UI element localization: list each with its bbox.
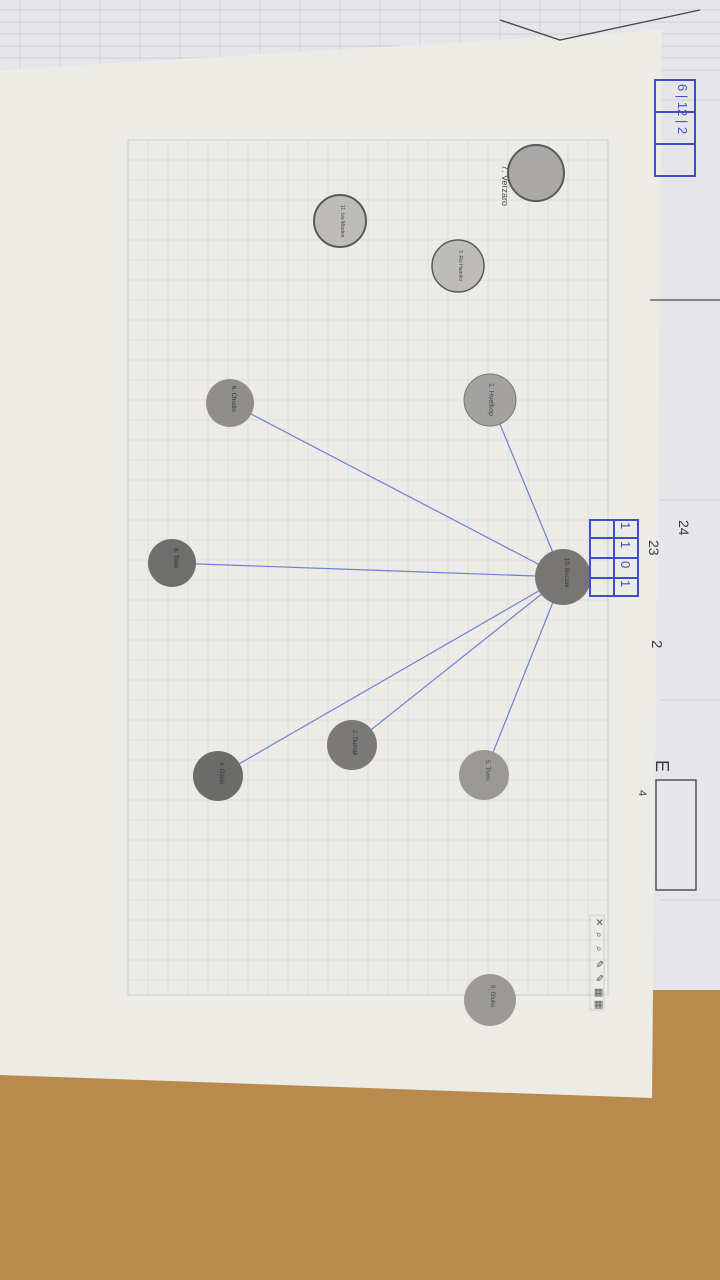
- node-label-11: 11. Iva Mladen: [339, 205, 345, 238]
- node-label-2: 2. Dumak: [351, 730, 357, 756]
- ink-mark-23: 23: [646, 540, 662, 556]
- toolbar-glyph-grid: ▦: [593, 988, 604, 998]
- edge-6: [229, 402, 564, 578]
- node-label-7: 7. Verzaro: [500, 165, 510, 207]
- edge-2: [351, 576, 564, 746]
- ink-cell-2: 1: [618, 541, 633, 549]
- node-7: [507, 144, 565, 202]
- ink-mark-2: 2: [648, 640, 665, 649]
- toolbar-glyph-search: ⌕: [593, 932, 604, 938]
- node-6: [206, 379, 254, 427]
- node-3: [431, 239, 485, 293]
- node-5: [459, 750, 509, 800]
- graph-edges: [171, 399, 564, 777]
- ink-top-box: 6 | 12 | 2: [675, 84, 690, 135]
- node-label-9: 9. Gluko: [489, 985, 495, 1008]
- ink-mark-E: E: [652, 760, 672, 773]
- edge-1: [489, 399, 564, 578]
- handwritten-ink: [499, 9, 720, 891]
- node-label-center: 10. Boczek: [563, 558, 569, 588]
- printed-toolbar: [589, 914, 605, 1011]
- toolbar-glyph-grid-2: ▦: [593, 1000, 604, 1010]
- node-center: [535, 549, 591, 605]
- node-4: [193, 751, 243, 801]
- ink-cell-3: 0: [618, 561, 633, 569]
- toolbar-glyph-pen-2: ✎: [593, 974, 604, 983]
- graph-nodes: [148, 144, 591, 1026]
- edge-5: [483, 576, 564, 776]
- node-label-4: 4. Golak: [218, 762, 224, 785]
- ink-box-top: [654, 79, 696, 177]
- edge-4: [217, 576, 564, 777]
- node-1: [463, 373, 517, 427]
- paper-sheet: [0, 30, 662, 1098]
- node-label-5: 5. Tivmi: [484, 760, 490, 781]
- toolbar-glyph-search-2: ⌕: [593, 946, 604, 952]
- ink-cell-1: 1: [618, 522, 633, 530]
- ink-cell-4: 1: [618, 580, 633, 588]
- node-2: [327, 720, 377, 770]
- toolbar-glyph-pen: ✎: [593, 960, 604, 969]
- ink-mark-4: 4: [636, 790, 648, 797]
- node-9: [464, 974, 516, 1026]
- node-8: [148, 539, 196, 587]
- node-label-3: 3. Riv Hamiko: [457, 250, 463, 282]
- node-label-6: 6. Chudin: [230, 386, 236, 412]
- edge-8: [171, 562, 564, 578]
- toolbar-glyph-close: ✕: [593, 918, 604, 927]
- ink-mark-24: 24: [676, 520, 692, 536]
- node-label-8: 8. Tilnik: [172, 548, 178, 569]
- node-11: [313, 194, 367, 248]
- node-label-1: 1. Hvelkop: [487, 383, 494, 417]
